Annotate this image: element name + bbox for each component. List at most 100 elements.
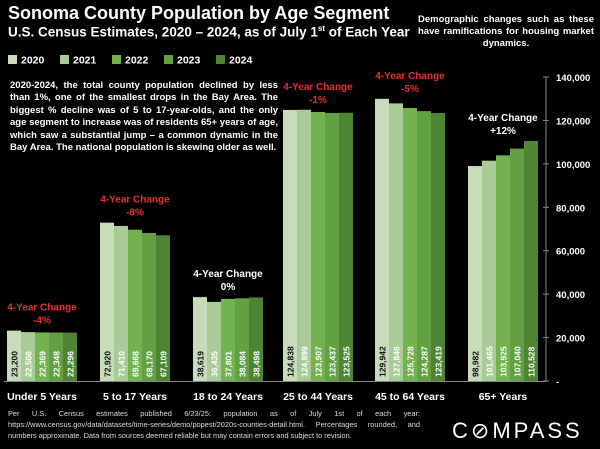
annotation-label: 4-Year Change (100, 195, 170, 206)
x-tick-label: 5 to 17 Years (103, 391, 167, 403)
bar-2021-3 (297, 109, 311, 381)
data-label: 123,419 (434, 346, 444, 377)
bar-2024-1 (156, 235, 170, 381)
data-label: 101,465 (485, 346, 495, 377)
data-label: 124,287 (420, 346, 430, 377)
y-tick-label: 40,000 (556, 290, 585, 301)
y-tick-label: 100,000 (556, 160, 590, 171)
bar-2021-4 (389, 103, 403, 381)
data-label: 103,925 (499, 346, 509, 377)
subtitle-sup: st (317, 24, 326, 33)
footer-text: Per U.S. Census estimates published 6/23… (8, 409, 420, 440)
bar-2023-5 (510, 148, 524, 381)
y-tick-label: 60,000 (556, 247, 585, 258)
bar-2023-0 (49, 332, 63, 381)
x-tick-label: 25 to 44 Years (283, 391, 353, 403)
legend-label-2020: 2020 (21, 55, 45, 67)
annotation-label: 4-Year Change (375, 71, 445, 82)
bar-2022-2 (221, 298, 235, 381)
legend-swatch-2022 (112, 55, 121, 64)
compass-logo: C⊘MPASS (452, 418, 583, 443)
legend-swatch-2020 (8, 55, 17, 64)
y-tick-label: 80,000 (556, 203, 585, 214)
data-label: 123,437 (328, 346, 338, 377)
data-label: 38,084 (238, 351, 248, 377)
bar-2022-0 (35, 332, 49, 381)
data-label: 98,982 (471, 351, 481, 377)
y-tick-label: 140,000 (556, 73, 590, 84)
bar-2022-4 (403, 107, 417, 381)
bar-2020-1 (100, 222, 114, 381)
data-label: 124,838 (286, 346, 296, 377)
data-label: 22,369 (38, 351, 48, 377)
data-label: 22,296 (66, 351, 76, 377)
description-text: 2020-2024, the total county population d… (10, 80, 278, 154)
legend-swatch-2023 (164, 55, 173, 64)
data-label: 124,899 (300, 346, 310, 377)
annotation-value: +12% (490, 126, 516, 137)
bar-2023-4 (417, 111, 431, 381)
data-label: 125,728 (406, 346, 416, 377)
legend-label-2024: 2024 (229, 55, 253, 67)
bar-2021-5 (482, 160, 496, 381)
data-label: 22,506 (24, 351, 34, 377)
subtitle-text: U.S. Census Estimates, 2020 – 2024, as o… (8, 24, 318, 40)
data-label: 71,410 (117, 351, 127, 377)
y-tick-label: 120,000 (556, 116, 590, 127)
bar-2020-3 (283, 109, 297, 381)
annotation-label: 4-Year Change (7, 303, 77, 314)
y-tick-label: 20,000 (556, 334, 585, 345)
chart-title: Sonoma County Population by Age Segment (8, 3, 390, 23)
data-label: 37,801 (224, 351, 234, 377)
annotation-label: 4-Year Change (193, 269, 263, 280)
bar-2023-1 (142, 232, 156, 381)
subtitle-text-end: of Each Year (325, 24, 410, 40)
data-label: 67,109 (159, 351, 169, 377)
bar-2022-5 (496, 155, 510, 381)
legend-swatch-2024 (216, 55, 225, 64)
x-tick-label: 18 to 24 Years (193, 391, 263, 403)
annotation-value: 0% (221, 282, 236, 293)
bar-2024-2 (249, 297, 263, 381)
bar-2024-4 (431, 113, 445, 381)
data-label: 123,907 (314, 346, 324, 377)
bar-2020-2 (193, 297, 207, 381)
annotation-value: -5% (401, 84, 419, 95)
data-label: 107,040 (513, 346, 523, 377)
bar-2024-0 (63, 332, 77, 381)
bar-2022-3 (311, 111, 325, 382)
bar-2020-4 (375, 98, 389, 382)
data-label: 23,200 (10, 351, 20, 377)
data-label: 127,846 (392, 346, 402, 377)
data-label: 36,435 (210, 351, 220, 377)
x-tick-label: 45 to 64 Years (375, 391, 445, 403)
x-tick-label: 65+ Years (479, 391, 528, 403)
annotation-value: -1% (309, 95, 327, 106)
bar-2022-1 (128, 229, 142, 381)
data-label: 22,348 (52, 351, 62, 377)
data-label: 38,498 (252, 351, 262, 377)
annotation-value: -4% (33, 316, 51, 327)
legend-label-2023: 2023 (177, 55, 201, 67)
data-label: 38,619 (196, 351, 206, 377)
y-tick-label: - (556, 377, 559, 388)
bar-2021-0 (21, 332, 35, 381)
bar-2024-3 (339, 112, 353, 381)
annotation-label: 4-Year Change (468, 113, 538, 124)
data-label: 72,920 (103, 351, 113, 377)
bar-2020-0 (7, 330, 21, 381)
note-text: Demographic changes such as these have r… (418, 14, 594, 49)
bar-2023-2 (235, 298, 249, 381)
data-label: 110,528 (527, 346, 537, 377)
bar-2021-1 (114, 225, 128, 381)
data-label: 69,668 (131, 351, 141, 377)
x-tick-label: Under 5 Years (7, 391, 77, 403)
data-label: 123,525 (342, 346, 352, 377)
chart-subtitle: U.S. Census Estimates, 2020 – 2024, as o… (8, 24, 410, 40)
bar-2021-2 (207, 301, 221, 381)
annotation-value: -8% (126, 208, 144, 219)
data-label: 68,170 (145, 351, 155, 377)
bar-2023-3 (325, 112, 339, 382)
bar-2020-5 (468, 166, 482, 381)
